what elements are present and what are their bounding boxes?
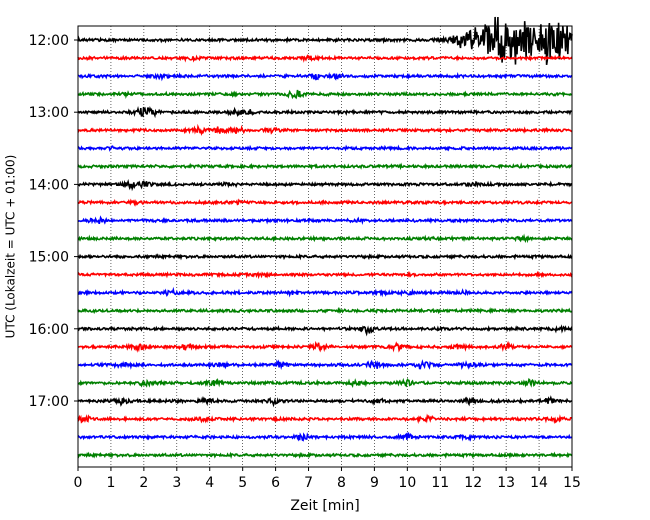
y-tick-label: 12:00 [29, 33, 69, 49]
trace-line [77, 413, 573, 425]
y-tick-label: 15:00 [29, 250, 69, 266]
x-tick-label: 12 [464, 475, 482, 491]
x-tick-label: 3 [172, 475, 181, 491]
trace-line [77, 306, 573, 315]
trace-line [77, 162, 573, 171]
trace-line [77, 198, 573, 207]
y-tick-label: 17:00 [29, 394, 69, 410]
trace-line [77, 16, 573, 65]
y-axis-ticks: 12:00 13:00 14:00 15:00 16:00 17:00 [29, 33, 78, 410]
x-tick-label: 11 [431, 475, 449, 491]
x-tick-label: 10 [398, 475, 416, 491]
x-tick-label: 15 [563, 475, 581, 491]
x-tick-label: 6 [271, 475, 280, 491]
trace-line [77, 340, 573, 353]
x-axis-title: Zeit [min] [290, 498, 359, 514]
trace-line [77, 123, 573, 137]
x-tick-label: 5 [238, 475, 247, 491]
trace-line [77, 324, 573, 337]
trace-line [77, 71, 573, 82]
y-axis-title: UTC (Lokalzeit = UTC + 01:00) [4, 155, 18, 339]
trace-line [77, 54, 573, 63]
trace-line [77, 395, 573, 408]
x-tick-label: 8 [337, 475, 346, 491]
trace-line [77, 286, 573, 298]
trace-line [77, 215, 573, 225]
trace-line [77, 89, 573, 100]
y-tick-label: 13:00 [29, 105, 69, 121]
y-tick-label: 16:00 [29, 322, 69, 338]
trace-line [77, 270, 573, 280]
trace-line [77, 105, 573, 119]
trace-line [77, 359, 573, 371]
x-tick-label: 7 [304, 475, 313, 491]
x-tick-label: 0 [74, 475, 83, 491]
trace-lines [77, 16, 573, 460]
trace-line [77, 377, 573, 389]
x-axis-ticks: 0 1 2 3 4 5 6 7 8 9 10 11 12 13 14 15 [74, 467, 581, 491]
trace-line [77, 179, 573, 192]
x-tick-label: 9 [370, 475, 379, 491]
y-tick-label: 14:00 [29, 177, 69, 193]
trace-line [77, 451, 573, 460]
x-tick-label: 14 [530, 475, 548, 491]
plot-frame [77, 25, 573, 468]
x-tick-label: 2 [139, 475, 148, 491]
x-tick-label: 13 [497, 475, 515, 491]
x-tick-label: 1 [106, 475, 115, 491]
trace-line [77, 432, 573, 442]
trace-line [77, 253, 573, 261]
x-tick-label: 4 [205, 475, 214, 491]
trace-line [77, 233, 573, 244]
trace-line [77, 144, 573, 152]
